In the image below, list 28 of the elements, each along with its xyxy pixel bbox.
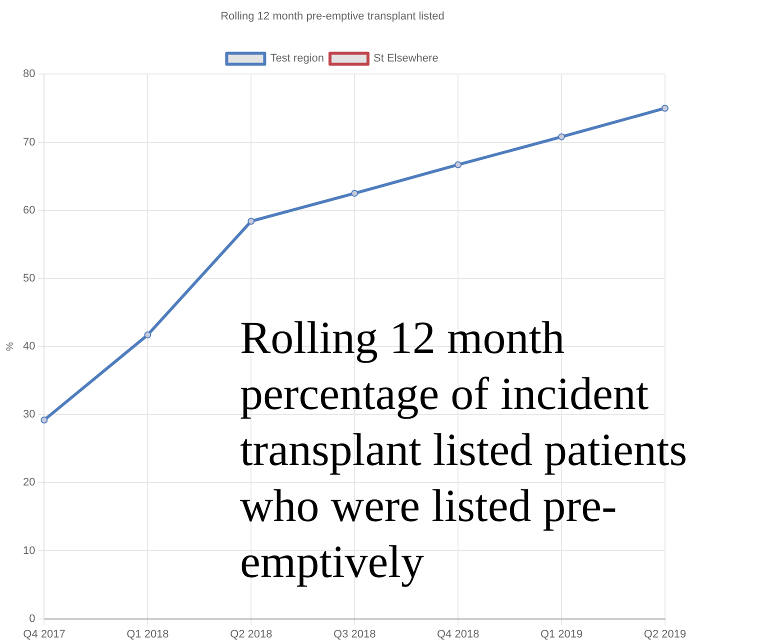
y-tick-label: 20 [22, 476, 36, 489]
point [558, 133, 566, 140]
y-tick-label: 60 [22, 204, 36, 216]
legend-label: Test region [270, 52, 324, 65]
x-tick-label: Q3 2018 [334, 628, 376, 640]
y-tick-label: 70 [22, 136, 36, 148]
x-tick-label: Q2 2019 [644, 628, 686, 640]
x-tick-label: Q1 2019 [540, 628, 583, 640]
point [454, 161, 462, 168]
point [662, 104, 668, 112]
x-tick-label: Q4 2018 [436, 628, 480, 640]
x-tick-label: Q2 2018 [230, 628, 272, 640]
x-tick-label: Q1 2018 [126, 628, 169, 640]
y-tick-label: 0 [29, 612, 36, 625]
annotation: Rolling 12 month percentage of incident transplant listed patients who were listed pre-emptively [240, 311, 688, 589]
x-tick-label: Q4 2017 [23, 628, 66, 640]
point [248, 218, 255, 225]
y-tick-label: 80 [22, 68, 36, 80]
y-tick-label: 10 [22, 544, 36, 557]
point [144, 331, 152, 338]
chart-title: Rolling 12 month pre-emptive transplant listed [220, 10, 444, 23]
y-axis-title: % [4, 342, 16, 351]
point [40, 416, 48, 424]
y-tick-label: 40 [22, 340, 36, 353]
point [351, 190, 358, 197]
y-tick-label: 30 [22, 408, 36, 421]
y-tick-label: 50 [22, 272, 36, 284]
legend-label: St Elsewhere [374, 52, 438, 65]
